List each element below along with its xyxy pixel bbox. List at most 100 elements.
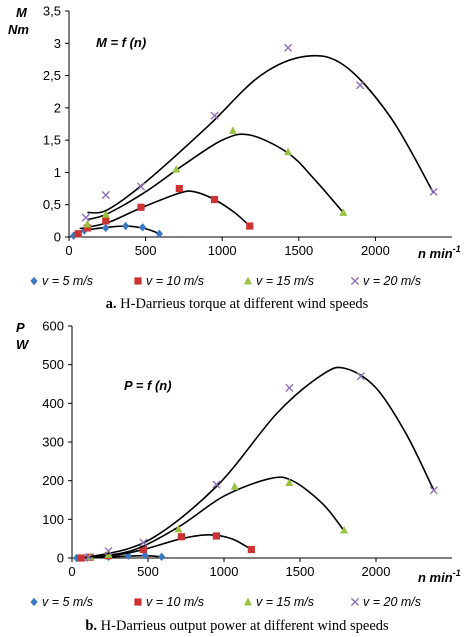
power-point-s3-4 <box>230 482 239 490</box>
power-point-s2-5 <box>177 533 186 541</box>
torque-y-tick-label: 0,5 <box>43 197 61 212</box>
power-legend-label-2: v = 10 m/s <box>146 595 204 609</box>
power-y-axis-unit: W <box>16 337 30 352</box>
power-x-axis-label-sup: -1 <box>453 568 461 578</box>
power-legend-label-3: v = 15 m/s <box>256 595 314 609</box>
power-point-s2-7 <box>247 545 255 554</box>
power-legend: v = 5 m/s v = 10 m/s v = 15 m/s v = 20 m… <box>42 595 421 609</box>
power-point-s2-4 <box>139 545 148 554</box>
torque-legend-marker-2 <box>134 277 142 285</box>
torque-chart: 0 0,5 1 1,5 2 2,5 3 3,5 0 500 1000 1500 2000 M Nm M … <box>8 4 461 313</box>
torque-legend-marker-1 <box>30 276 38 286</box>
power-legend-marker-2 <box>134 598 142 606</box>
power-y-tick-label: 600 <box>42 319 64 334</box>
power-x-tick-label: 500 <box>137 564 159 579</box>
torque-point-s1-5 <box>138 223 147 232</box>
torque-x-axis-label-sup: -1 <box>453 244 461 254</box>
power-x-tick-label: 0 <box>68 564 75 579</box>
power-y-tick-label: 400 <box>42 396 64 411</box>
torque-caption-text: H-Darrieus torque at different wind spee… <box>120 296 369 312</box>
torque-point-s1-4 <box>122 221 130 231</box>
torque-point-s4-3 <box>136 182 146 191</box>
torque-y-tick-label: 3,5 <box>43 4 61 19</box>
power-y-tick-label: 100 <box>42 512 64 527</box>
torque-point-s4-1 <box>81 213 90 222</box>
power-y-axis-label: P <box>16 320 25 335</box>
torque-point-s3-1 <box>83 219 92 228</box>
power-equation: P = f (n) <box>124 378 172 393</box>
torque-y-tick-label: 0 <box>54 230 61 245</box>
power-legend-label-1: v = 5 m/s <box>42 595 93 609</box>
torque-legend-marker-3 <box>244 276 252 285</box>
torque-point-s1-6 <box>155 229 163 238</box>
torque-trendline-3 <box>87 133 344 221</box>
power-point-s1-4 <box>124 551 132 560</box>
power-trendline-3 <box>90 476 345 558</box>
torque-x-tick-label: 2000 <box>361 243 390 258</box>
power-point-s4-5 <box>285 383 294 392</box>
power-y-tick-label: 0 <box>57 551 64 566</box>
torque-caption: a. H-Darrieus torque at different wind s… <box>106 296 369 312</box>
torque-y-axis-unit: Nm <box>8 22 29 37</box>
power-legend-marker-1 <box>30 597 38 607</box>
power-legend-label-4: v = 20 m/s <box>363 595 421 609</box>
torque-legend: v = 5 m/s v = 10 m/s v = 15 m/s v = 20 m… <box>42 274 421 288</box>
power-trendline-4 <box>88 366 435 558</box>
torque-y-tick-label: 2 <box>54 100 61 115</box>
torque-x-axis-label: n min-1 <box>418 244 461 261</box>
power-legend-marker-4 <box>350 597 360 607</box>
torque-y-axis-label: M <box>16 5 28 20</box>
torque-equation: M = f (n) <box>96 35 146 50</box>
power-legend-marker-3 <box>244 597 252 606</box>
power-point-s3-3 <box>174 524 183 533</box>
torque-caption-label: a. <box>106 296 117 312</box>
torque-x-tick-label: 1000 <box>208 243 237 258</box>
power-x-tick-label: 1500 <box>286 564 315 579</box>
torque-legend-label-1: v = 5 m/s <box>42 274 93 288</box>
power-x-tick-label: 2000 <box>362 564 391 579</box>
power-point-s1-6 <box>158 552 166 562</box>
torque-point-s2-5 <box>175 184 183 193</box>
power-point-s1-5 <box>141 551 149 560</box>
power-point-s4-2 <box>104 546 113 556</box>
torque-point-s4-4 <box>210 111 219 120</box>
torque-y-tick-label: 2,5 <box>43 68 61 83</box>
torque-trendline-2 <box>79 190 251 230</box>
power-caption: b. H-Darrieus output power at different … <box>85 618 389 634</box>
power-point-s4-7 <box>429 486 438 495</box>
torque-legend-marker-4 <box>350 276 360 286</box>
torque-point-s3-4 <box>228 126 237 134</box>
torque-point-s2-6 <box>210 195 219 204</box>
torque-point-s2-4 <box>137 203 145 211</box>
torque-legend-label-2: v = 10 m/s <box>146 274 204 288</box>
power-caption-text: H-Darrieus output power at different win… <box>101 618 389 634</box>
torque-point-s3-2 <box>101 210 110 218</box>
torque-point-s1-3 <box>102 223 110 233</box>
torque-point-s2-7 <box>246 222 254 230</box>
torque-x-tick-label: 1500 <box>284 243 313 258</box>
power-x-axis-label-text: n min <box>418 570 453 585</box>
power-y-tick-label: 300 <box>42 435 64 450</box>
power-point-s4-3 <box>139 538 148 547</box>
power-chart-marks: 0 100 200 300 400 500 600 0 500 1000 1500 2000 <box>30 319 452 607</box>
torque-legend-label-4: v = 20 m/s <box>363 274 421 288</box>
torque-y-tick-label: 1,5 <box>43 133 61 148</box>
power-caption-label: b. <box>85 618 97 634</box>
torque-point-s2-3 <box>102 217 110 225</box>
torque-legend-label-3: v = 15 m/s <box>256 274 314 288</box>
torque-point-s3-5 <box>284 147 293 156</box>
power-point-s2-1 <box>77 554 85 562</box>
power-point-s4-6 <box>356 372 365 381</box>
torque-point-s2-1 <box>74 230 82 238</box>
torque-point-s4-5 <box>283 43 293 52</box>
torque-point-s4-2 <box>101 190 110 200</box>
torque-y-tick-label: 3 <box>54 36 61 51</box>
power-point-s4-1 <box>84 553 93 562</box>
torque-y-tick-label: 1 <box>54 165 61 180</box>
torque-point-s3-3 <box>172 165 181 173</box>
power-y-tick-label: 200 <box>42 473 64 488</box>
torque-point-s2-2 <box>83 224 91 232</box>
torque-trendline-4 <box>87 54 435 214</box>
